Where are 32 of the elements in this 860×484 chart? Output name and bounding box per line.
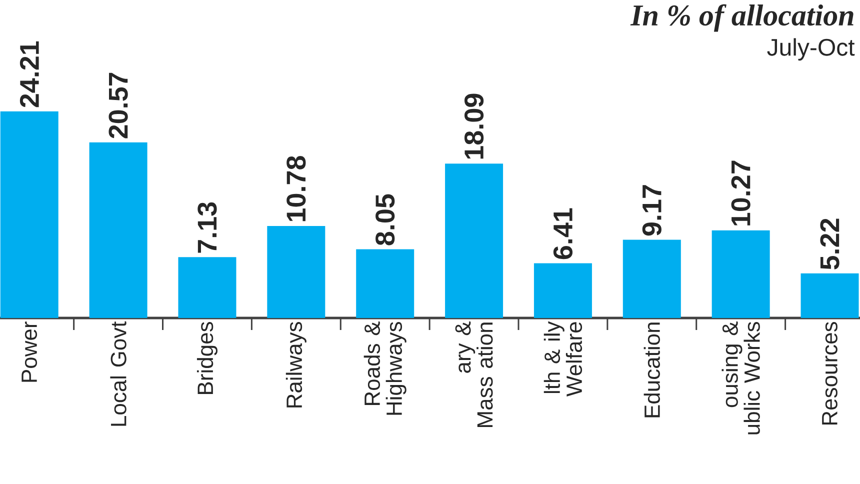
x-tick-label: Bridges [196,322,218,394]
data-label: 24.21 [20,41,39,108]
data-label: 6.41 [553,208,573,260]
bar [534,263,592,318]
x-tick-label: ary & Mass ation [455,322,493,427]
data-label: 9.17 [642,185,662,236]
bar [178,257,236,318]
bar [267,226,326,318]
data-label: 8.05 [376,194,395,246]
x-tick-label: ousing & ublic Works [722,322,760,434]
bar [800,273,859,318]
x-tick-label: Power [22,322,38,382]
x-tick-label: Railways [286,322,306,408]
chart-title: In % of allocation [630,4,854,32]
bar [622,240,681,318]
data-label: 20.57 [108,72,128,138]
bar [712,230,770,318]
bar [89,142,148,318]
data-label: 10.78 [286,156,306,222]
chart-subtitle: July-Oct [767,38,855,61]
data-label: 5.22 [820,218,840,270]
x-tick-label: Education [644,322,660,418]
x-tick-label: Local Govt [110,321,126,426]
bar [445,164,504,318]
bar [356,249,414,318]
x-tick-label: lth & ily Welfare [544,321,582,396]
data-label: 10.27 [731,160,750,226]
x-tick-label: Roads & Highways [364,322,406,415]
data-label: 7.13 [198,202,217,253]
data-label: 18.09 [464,94,484,159]
x-tick-label: Resources [822,322,838,425]
bar [0,111,58,318]
